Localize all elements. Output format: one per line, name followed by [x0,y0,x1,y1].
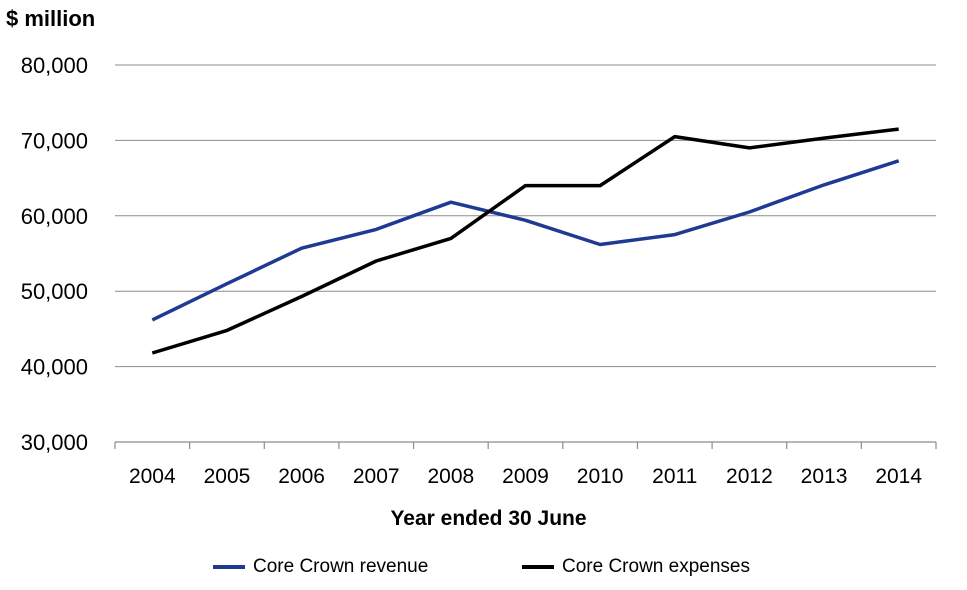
x-tick-label: 2014 [875,465,922,488]
y-unit-label: $ million [6,6,96,31]
y-axis: 30,000 40,000 50,000 60,000 70,000 80,000 [21,53,88,455]
x-tick-label: 2011 [652,465,697,488]
y-tick-label: 80,000 [21,53,88,78]
series-line-expenses [151,127,899,355]
x-axis-title: Year ended 30 June [390,507,587,530]
x-tick-label: 2010 [577,465,624,488]
x-tick-label: 2008 [428,465,475,488]
y-tick-label: 60,000 [21,204,88,229]
legend-item-expenses: Core Crown expenses [522,556,750,578]
gridlines [115,64,936,368]
line-chart: 30,000 40,000 50,000 60,000 70,000 80,000 200… [21,53,937,488]
series-lines [151,127,900,355]
y-tick-label: 30,000 [21,430,88,455]
legend: Core Crown revenue Core Crown expenses [0,556,967,584]
legend-label-revenue: Core Crown revenue [253,556,429,577]
x-tick-label: 2005 [204,465,251,488]
x-tick-label: 2009 [502,465,549,488]
legend-label-expenses: Core Crown expenses [562,556,750,577]
y-tick-label: 40,000 [21,355,88,380]
y-tick-label: 50,000 [21,279,88,304]
y-tick-label: 70,000 [21,128,88,153]
x-tick-label: 2004 [129,465,176,488]
x-tick-label: 2012 [726,465,773,488]
legend-swatch-expenses [522,565,554,569]
x-tick-label: 2006 [278,465,325,488]
x-tick-label: 2013 [801,465,848,488]
series-line-revenue [151,159,900,322]
x-tick-label: 2007 [353,465,400,488]
x-axis: 2004 2005 2006 2007 2008 2009 2010 2011 2012 2013… [114,441,937,488]
legend-item-revenue: Core Crown revenue [213,556,428,578]
legend-swatch-revenue [213,565,245,569]
